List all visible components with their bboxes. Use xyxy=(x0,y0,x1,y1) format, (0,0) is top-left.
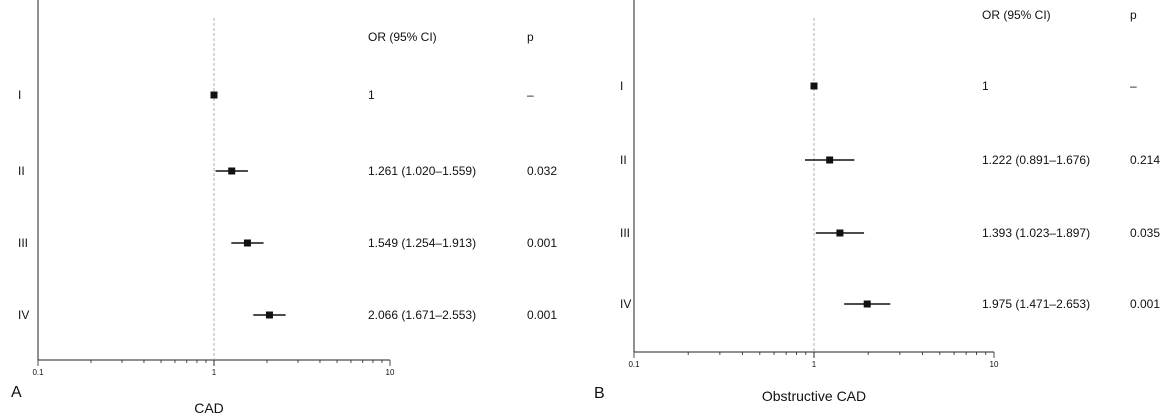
or-column-header: OR (95% CI) xyxy=(982,8,1051,22)
x-axis-title: Obstructive CAD xyxy=(762,388,866,404)
category-label: IV xyxy=(18,308,29,322)
p-column-header: p xyxy=(1130,8,1137,22)
panel-letter: B xyxy=(594,385,605,402)
or-point-marker xyxy=(243,239,251,247)
x-tick-label: 1 xyxy=(212,368,217,377)
or-point-marker xyxy=(863,300,871,308)
x-tick-label: 0.1 xyxy=(32,368,44,377)
or-point-marker xyxy=(810,82,818,90)
x-tick-label: 1 xyxy=(812,360,817,369)
p-value: 0.001 xyxy=(1130,297,1160,311)
or-ci-value: 1.549 (1.254–1.913) xyxy=(368,236,476,250)
or-ci-value: 1.393 (1.023–1.897) xyxy=(982,226,1090,240)
or-point-marker xyxy=(826,156,834,164)
x-tick-label: 0.1 xyxy=(628,360,640,369)
category-label: II xyxy=(620,153,627,167)
category-label: IV xyxy=(620,297,631,311)
x-tick-label: 10 xyxy=(386,368,395,377)
p-value: 0.001 xyxy=(527,236,557,250)
or-ci-value: 2.066 (1.671–2.553) xyxy=(368,308,476,322)
p-value: 0.214 xyxy=(1130,153,1160,167)
category-label: I xyxy=(620,79,623,93)
or-ci-value: 1.975 (1.471–2.653) xyxy=(982,297,1090,311)
p-value: – xyxy=(1130,79,1137,93)
forest-panel-b: 0.1 1 10 OR (95% CI) p I 1 – II 1.222 (0.891–1.67… xyxy=(594,0,1160,404)
or-point-marker xyxy=(210,91,218,99)
p-value: 0.001 xyxy=(527,308,557,322)
panel-letter: A xyxy=(11,384,22,401)
category-label: III xyxy=(18,236,28,250)
category-label: II xyxy=(18,164,25,178)
x-tick-label: 10 xyxy=(990,360,999,369)
forest-panel-a: 0.1 1 10 OR (95% CI) p I 1 – II 1.261 (1.020–1.55… xyxy=(11,0,557,416)
or-point-marker xyxy=(836,229,844,237)
p-column-header: p xyxy=(527,30,534,44)
or-ci-value: 1 xyxy=(982,79,989,93)
or-point-marker xyxy=(265,311,273,319)
or-ci-value: 1 xyxy=(368,88,375,102)
or-column-header: OR (95% CI) xyxy=(368,30,437,44)
category-label: III xyxy=(620,226,630,240)
p-value: 0.035 xyxy=(1130,226,1160,240)
p-value: 0.032 xyxy=(527,164,557,178)
p-value: – xyxy=(527,88,534,102)
category-label: I xyxy=(18,88,21,102)
or-ci-value: 1.261 (1.020–1.559) xyxy=(368,164,476,178)
or-ci-value: 1.222 (0.891–1.676) xyxy=(982,153,1090,167)
or-point-marker xyxy=(228,167,236,175)
x-axis-title: CAD xyxy=(194,400,224,416)
